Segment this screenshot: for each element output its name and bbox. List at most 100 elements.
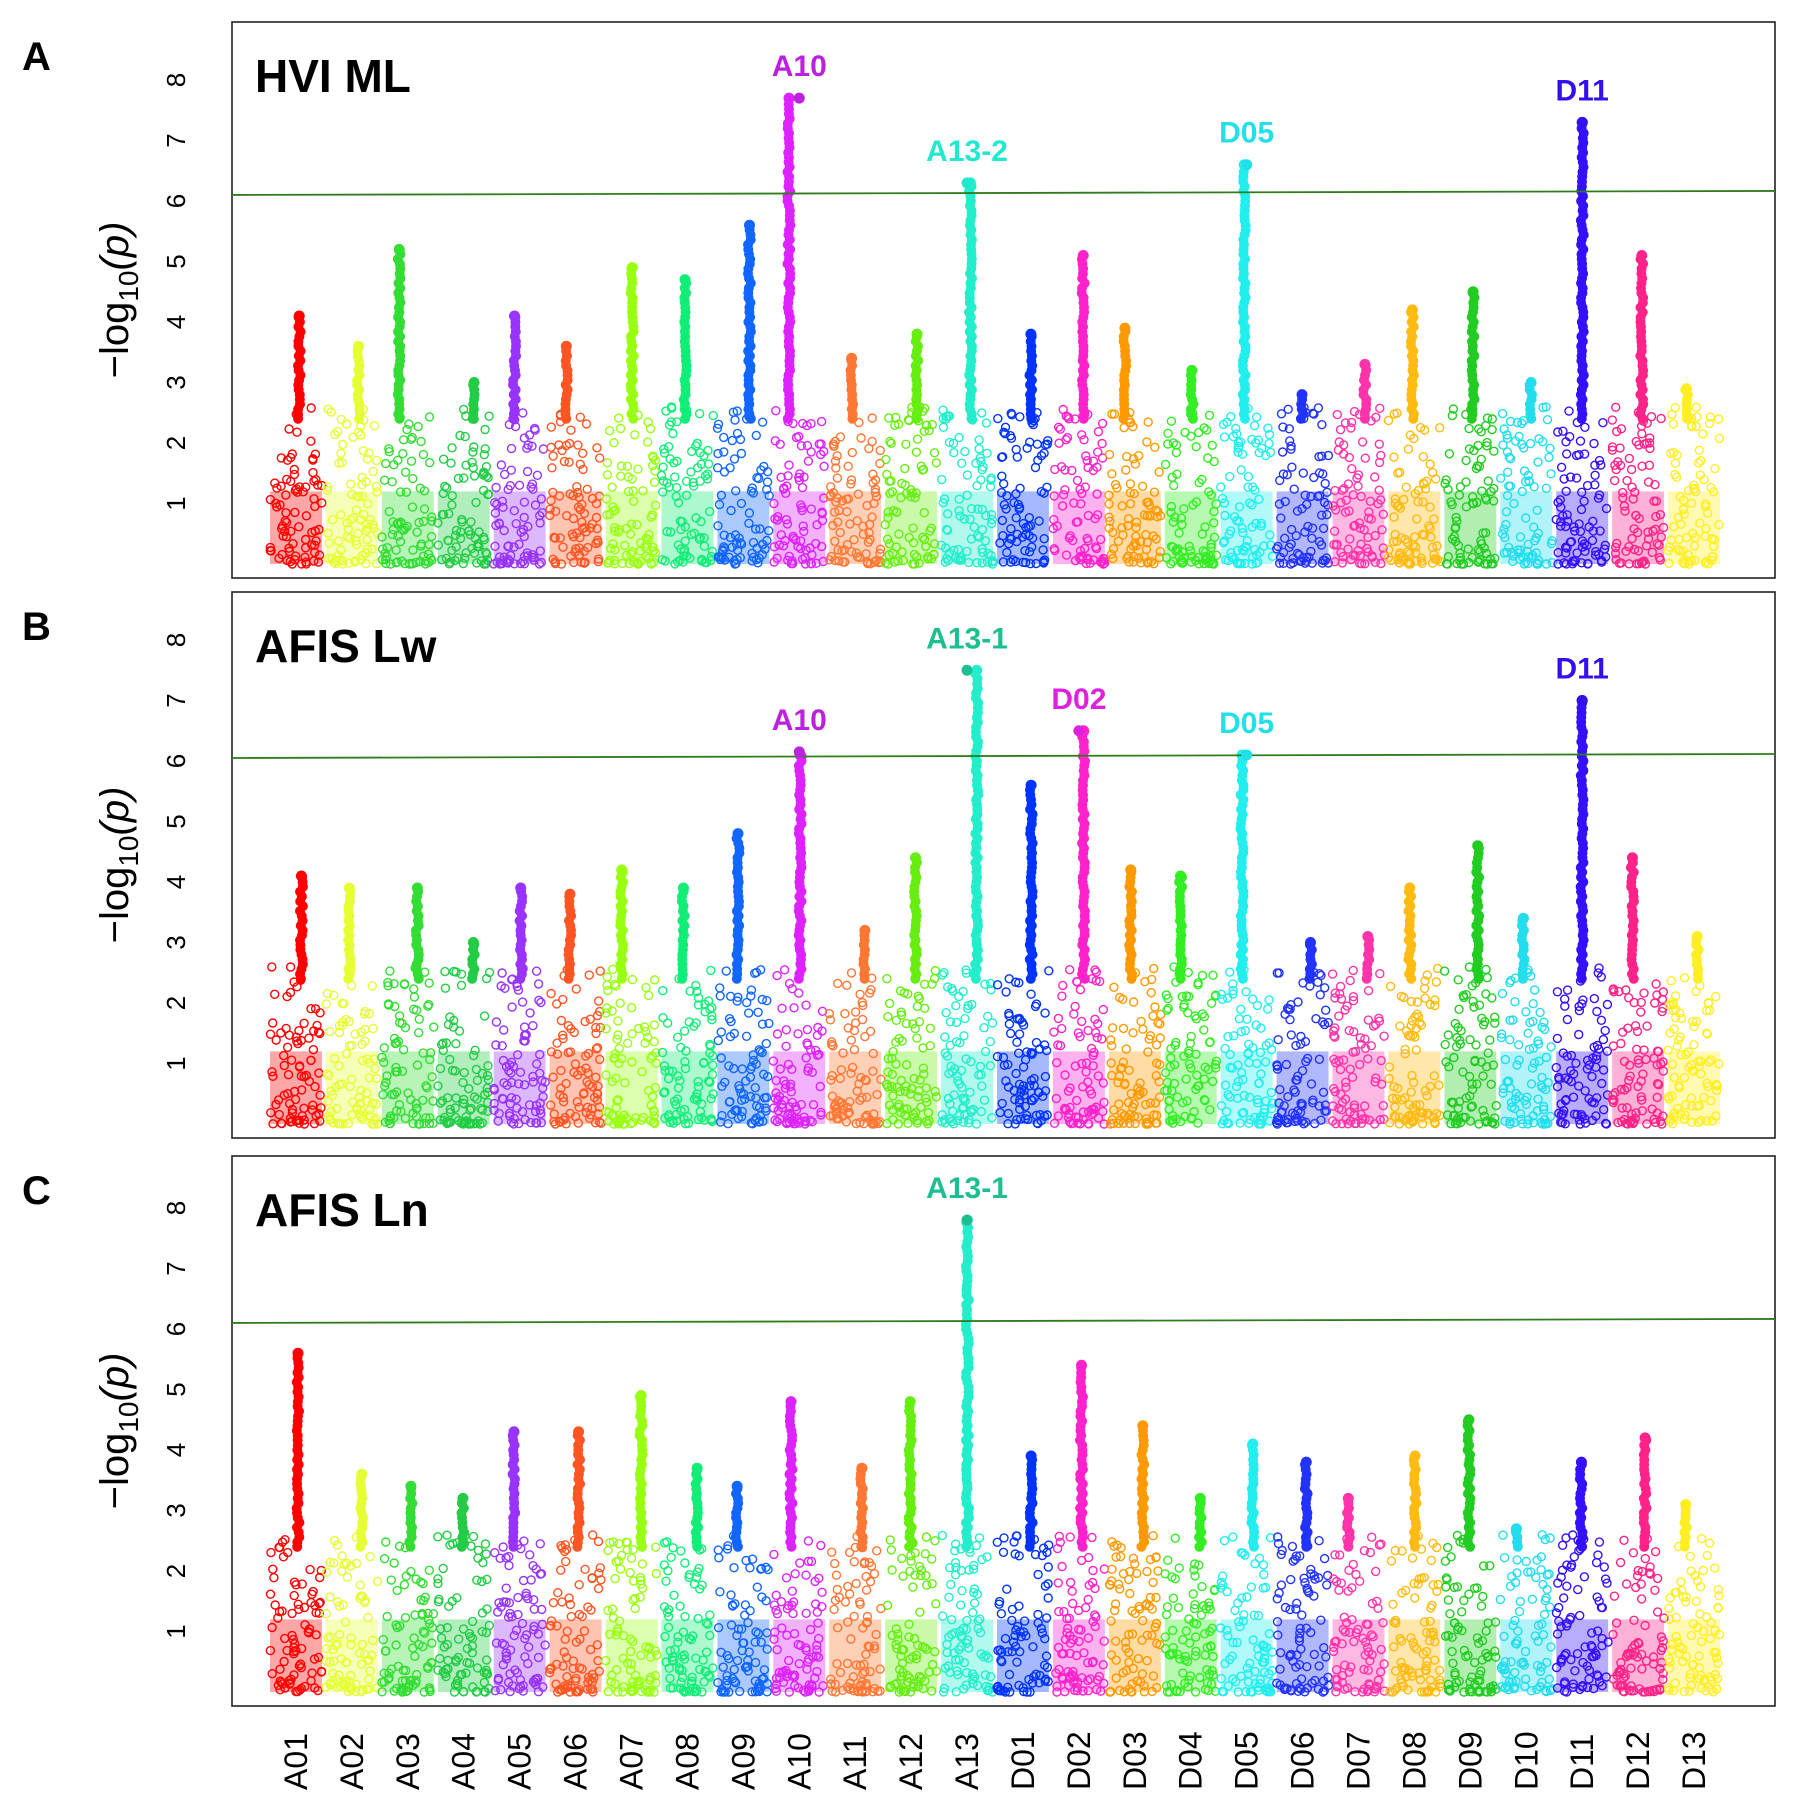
snp-point [957, 458, 967, 468]
snp-point [290, 551, 301, 561]
snp-density [997, 1051, 1049, 1124]
snp-point [341, 419, 352, 429]
snp-point [480, 444, 490, 454]
snp-point [840, 1009, 850, 1019]
snp-point [407, 502, 418, 512]
snp-point [1166, 416, 1177, 426]
snp-density [829, 1051, 882, 1124]
snp-point [414, 1027, 424, 1038]
snp-point [1083, 1025, 1093, 1036]
snp-point [1160, 459, 1171, 470]
snp-point [548, 554, 558, 564]
snp-point [937, 474, 947, 485]
snp-point [519, 512, 529, 523]
snp-point [285, 556, 295, 567]
snp-point [324, 538, 334, 548]
snp-point [706, 965, 716, 976]
snp-point [412, 527, 422, 537]
snp-point [1044, 966, 1054, 976]
snp-point [342, 532, 353, 542]
snp-point [962, 470, 973, 480]
snp-point [668, 428, 678, 439]
snp-point [1143, 417, 1153, 427]
chromosome-points-a02 [322, 340, 383, 569]
snp-point [1130, 459, 1141, 469]
snp-point [490, 498, 500, 508]
snp-density [1220, 491, 1273, 564]
snp-point [860, 1031, 870, 1042]
snp-point [362, 454, 372, 464]
snp-point [1497, 408, 1508, 419]
snp-point [509, 506, 519, 516]
snp-point [328, 515, 338, 525]
snp-density [1052, 1051, 1105, 1124]
snp-point [601, 1024, 611, 1034]
panel-b: B AFIS Lw12345678−log10(p)A10A13-1D02D05D… [22, 591, 1776, 1139]
snp-point [1262, 1004, 1273, 1014]
chromosome-points-a07 [601, 864, 661, 1129]
snp-point [1138, 1024, 1148, 1034]
chromosome-points-a11 [824, 352, 886, 569]
snp-point [1360, 453, 1371, 463]
snp-point [364, 448, 374, 458]
snp-point [292, 487, 303, 497]
snp-point [1624, 453, 1635, 464]
snp-point [481, 462, 492, 472]
snp-point [369, 523, 379, 533]
snp-point [453, 553, 463, 563]
snp-point [471, 497, 481, 508]
snp-point [284, 546, 295, 557]
snp-point [408, 559, 418, 569]
snp-point [1219, 432, 1230, 442]
chromosome-peak-point [1119, 322, 1131, 334]
chromosome-peak-point [393, 243, 405, 255]
significance-threshold-line [231, 190, 1776, 196]
snp-point [572, 482, 582, 492]
snp-point [650, 975, 660, 985]
chromosome-points-d05 [1216, 159, 1278, 569]
snp-point [385, 966, 395, 976]
snp-point [1545, 443, 1555, 454]
snp-point [649, 1020, 660, 1030]
snp-point [1473, 440, 1483, 451]
snp-point [306, 403, 316, 413]
snp-point [742, 997, 752, 1008]
snp-point [591, 1028, 601, 1039]
snp-point [367, 544, 377, 554]
snp-point [592, 443, 602, 453]
snp-point [974, 435, 984, 445]
snp-point [338, 439, 348, 450]
chromosome-points-d06 [1271, 389, 1334, 569]
snp-point [314, 550, 325, 560]
snp-point [289, 469, 300, 480]
snp-point [499, 1025, 509, 1035]
snp-point [1223, 1031, 1233, 1042]
snp-point [1252, 1000, 1263, 1011]
snp-point [506, 465, 516, 475]
snp-point [577, 517, 587, 527]
snp-point [336, 448, 346, 459]
snp-point [1444, 449, 1455, 459]
snp-point [466, 517, 476, 527]
snp-point [330, 429, 340, 440]
snp-point [1668, 419, 1679, 429]
snp-point [327, 553, 337, 564]
snp-point [1076, 430, 1087, 440]
snp-point [703, 445, 713, 456]
chromosome-peak-point [293, 310, 305, 322]
snp-point [1204, 410, 1215, 420]
snp-point [591, 512, 602, 523]
snp-point [977, 408, 987, 418]
snp-point [556, 559, 567, 569]
snp-point [286, 452, 296, 463]
snp-point [1283, 404, 1293, 414]
snp-point [290, 507, 300, 518]
snp-point [408, 545, 418, 555]
chromosome-points-a03 [377, 882, 439, 1129]
snp-point [779, 965, 790, 975]
snp-point [623, 1038, 633, 1048]
snp-point [974, 444, 984, 454]
snp-point [864, 443, 874, 454]
snp-point [546, 422, 556, 432]
snp-point [632, 520, 642, 530]
